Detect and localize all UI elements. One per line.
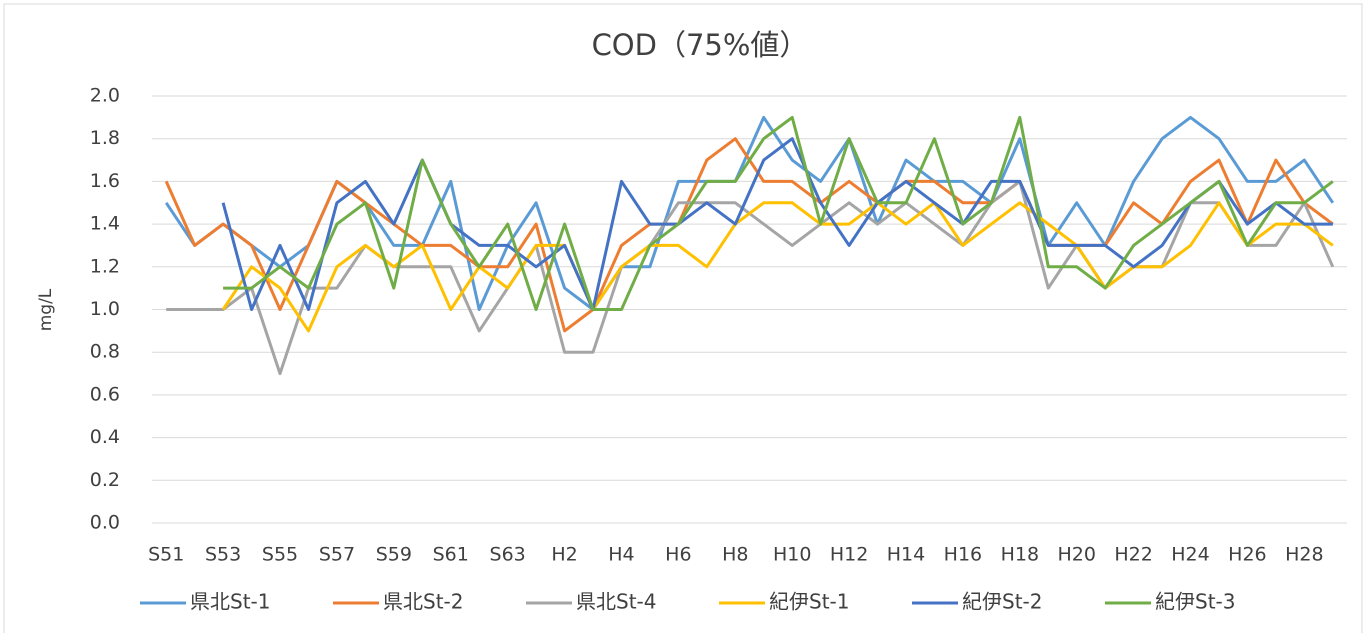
y-tick-label: 0.4 bbox=[90, 426, 120, 448]
x-tick-label: S63 bbox=[490, 544, 526, 566]
x-tick-label: S55 bbox=[262, 544, 298, 566]
line-series bbox=[223, 115, 1334, 311]
x-tick-label: H24 bbox=[1171, 544, 1209, 566]
x-tick-label: H20 bbox=[1057, 544, 1095, 566]
line-series bbox=[221, 137, 1333, 311]
x-tick-label: H12 bbox=[830, 544, 868, 566]
legend-label: 紀伊St-3 bbox=[1155, 590, 1235, 614]
y-tick-label: 1.8 bbox=[90, 127, 120, 149]
y-axis-label: mg/L bbox=[36, 288, 56, 331]
legend-label: 県北St-4 bbox=[576, 590, 656, 614]
x-tick-label: S57 bbox=[319, 544, 355, 566]
y-tick-label: 0.6 bbox=[90, 383, 120, 405]
chart-title: COD（75%値） bbox=[592, 28, 809, 62]
x-tick-label: H18 bbox=[1001, 544, 1039, 566]
x-tick-label: H4 bbox=[608, 544, 634, 566]
y-tick-label: 0.0 bbox=[90, 512, 120, 534]
x-tick-label: S51 bbox=[148, 544, 184, 566]
legend-label: 県北St-2 bbox=[383, 590, 463, 614]
x-tick-label: H14 bbox=[887, 544, 925, 566]
x-tick-label: H26 bbox=[1228, 544, 1266, 566]
x-tick-label: H8 bbox=[722, 544, 748, 566]
y-tick-label: 0.8 bbox=[90, 341, 120, 363]
y-tick-label: 1.0 bbox=[90, 298, 120, 320]
x-tick-label: H22 bbox=[1114, 544, 1152, 566]
x-tick-label: H6 bbox=[665, 544, 691, 566]
legend-label: 紀伊St-1 bbox=[769, 590, 849, 614]
y-tick-label: 1.2 bbox=[90, 255, 120, 277]
x-tick-label: S61 bbox=[433, 544, 469, 566]
legend-label: 紀伊St-2 bbox=[962, 590, 1042, 614]
x-tick-label: S59 bbox=[376, 544, 412, 566]
x-tick-label: H10 bbox=[773, 544, 811, 566]
y-tick-label: 2.0 bbox=[90, 85, 120, 107]
y-tick-label: 0.2 bbox=[90, 469, 120, 491]
line-series bbox=[221, 201, 1334, 333]
legend-label: 県北St-1 bbox=[190, 590, 270, 614]
y-tick-label: 1.4 bbox=[90, 213, 120, 235]
x-tick-label: H16 bbox=[944, 544, 982, 566]
x-tick-label: H28 bbox=[1285, 544, 1323, 566]
x-tick-label: H2 bbox=[551, 544, 577, 566]
x-tick-label: S53 bbox=[205, 544, 241, 566]
chart-frame bbox=[3, 3, 1363, 633]
y-tick-label: 1.6 bbox=[90, 170, 120, 192]
